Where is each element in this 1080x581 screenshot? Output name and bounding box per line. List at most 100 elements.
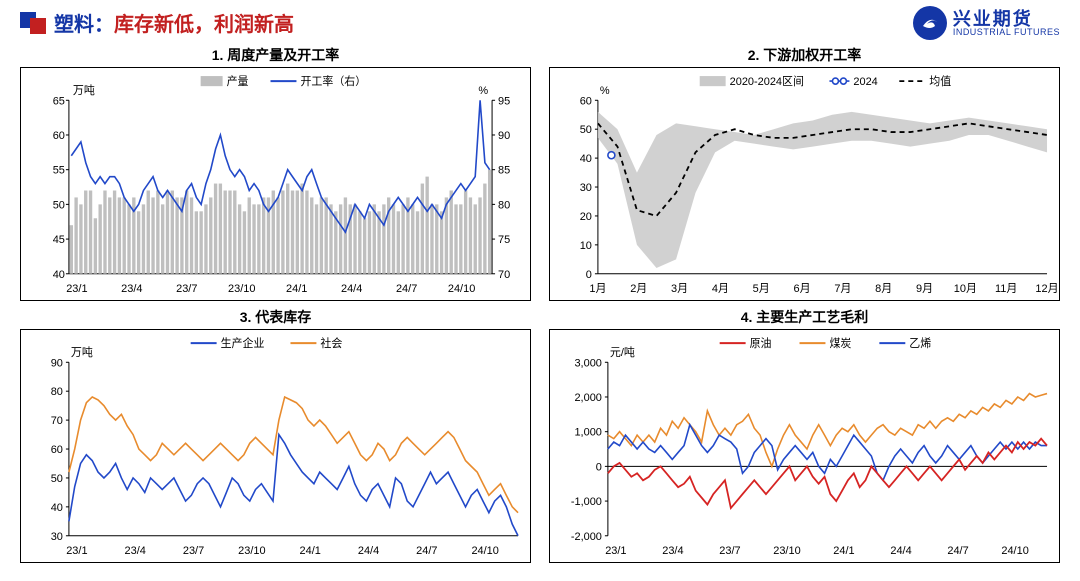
svg-text:90: 90 bbox=[498, 130, 510, 142]
svg-text:23/10: 23/10 bbox=[773, 545, 800, 557]
svg-text:23/1: 23/1 bbox=[66, 283, 87, 295]
chart4-panel: 4. 主要生产工艺毛利 -2,000-1,00001,0002,0003,000… bbox=[549, 307, 1060, 563]
svg-text:%: % bbox=[600, 85, 610, 97]
svg-text:23/1: 23/1 bbox=[605, 545, 626, 557]
svg-text:8月: 8月 bbox=[875, 283, 892, 295]
svg-text:24/10: 24/10 bbox=[471, 545, 498, 557]
svg-text:23/7: 23/7 bbox=[176, 283, 197, 295]
title-prefix: 塑料： bbox=[54, 14, 114, 36]
svg-text:55: 55 bbox=[53, 165, 65, 177]
svg-text:30: 30 bbox=[51, 531, 63, 543]
chart1-box: 404550556065707580859095万吨%23/123/423/72… bbox=[20, 67, 531, 301]
svg-text:2,000: 2,000 bbox=[574, 392, 601, 404]
brand-logo: 兴业期货 INDUSTRIAL FUTURES bbox=[913, 6, 1060, 40]
svg-text:3月: 3月 bbox=[671, 283, 688, 295]
svg-text:24/10: 24/10 bbox=[448, 283, 475, 295]
svg-text:30: 30 bbox=[580, 182, 592, 194]
svg-text:65: 65 bbox=[53, 95, 65, 107]
chart3-panel: 3. 代表库存 30405060708090万吨23/123/423/723/1… bbox=[20, 307, 531, 563]
chart4-box: -2,000-1,00001,0002,0003,000元/吨23/123/42… bbox=[549, 329, 1060, 563]
svg-text:原油: 原油 bbox=[750, 336, 772, 350]
brand-name-cn: 兴业期货 bbox=[953, 10, 1060, 28]
svg-text:24/4: 24/4 bbox=[890, 545, 911, 557]
svg-text:40: 40 bbox=[53, 269, 65, 281]
svg-text:10: 10 bbox=[580, 240, 592, 252]
brand-logo-icon bbox=[913, 6, 947, 40]
svg-text:7月: 7月 bbox=[834, 283, 851, 295]
chart2-title: 2. 下游加权开工率 bbox=[549, 45, 1060, 65]
svg-text:70: 70 bbox=[51, 415, 63, 427]
svg-text:社会: 社会 bbox=[320, 336, 342, 350]
svg-text:煤炭: 煤炭 bbox=[829, 337, 851, 350]
svg-text:40: 40 bbox=[51, 502, 63, 514]
svg-text:24/4: 24/4 bbox=[358, 545, 379, 557]
chart3-title: 3. 代表库存 bbox=[20, 307, 531, 327]
chart2-box: 0 10 20 30 40 50 60% 1月 2月 3月 4月 5月 6月 7月 8月 9月 10月 11月 12… bbox=[549, 67, 1060, 301]
svg-text:70: 70 bbox=[498, 269, 510, 281]
svg-text:产量: 产量 bbox=[227, 74, 249, 88]
svg-text:95: 95 bbox=[498, 95, 510, 107]
svg-text:90: 90 bbox=[51, 357, 63, 369]
svg-text:23/4: 23/4 bbox=[125, 545, 146, 557]
svg-text:23/4: 23/4 bbox=[662, 545, 683, 557]
svg-text:1,000: 1,000 bbox=[574, 427, 601, 439]
chart1-title: 1. 周度产量及开工率 bbox=[20, 45, 531, 65]
svg-text:生产企业: 生产企业 bbox=[221, 336, 265, 350]
chart4-title: 4. 主要生产工艺毛利 bbox=[549, 307, 1060, 327]
svg-text:75: 75 bbox=[498, 234, 510, 246]
svg-text:40: 40 bbox=[580, 153, 592, 165]
svg-text:%: % bbox=[478, 85, 488, 97]
svg-text:6月: 6月 bbox=[794, 283, 811, 295]
chart2-panel: 2. 下游加权开工率 0 10 20 30 40 50 60% 1月 2月 3月 4月 5月 6月 7月 8… bbox=[549, 45, 1060, 301]
svg-text:23/1: 23/1 bbox=[66, 545, 87, 557]
svg-text:60: 60 bbox=[51, 444, 63, 456]
svg-text:12月: 12月 bbox=[1035, 283, 1058, 295]
svg-text:开工率（右）: 开工率（右） bbox=[300, 74, 366, 88]
svg-text:60: 60 bbox=[580, 95, 592, 107]
svg-text:24/1: 24/1 bbox=[833, 545, 854, 557]
svg-text:24/1: 24/1 bbox=[286, 283, 307, 295]
svg-text:23/10: 23/10 bbox=[238, 545, 265, 557]
svg-text:万吨: 万吨 bbox=[71, 346, 93, 359]
chart-grid: 1. 周度产量及开工率 404550556065707580859095万吨%2… bbox=[0, 41, 1080, 571]
svg-text:1月: 1月 bbox=[589, 283, 606, 295]
svg-text:2024: 2024 bbox=[853, 76, 877, 88]
svg-text:-2,000: -2,000 bbox=[571, 531, 602, 543]
title-marker-icon bbox=[20, 12, 46, 34]
svg-text:23/7: 23/7 bbox=[719, 545, 740, 557]
svg-text:45: 45 bbox=[53, 234, 65, 246]
svg-text:80: 80 bbox=[51, 386, 63, 398]
svg-text:24/1: 24/1 bbox=[300, 545, 321, 557]
page-title: 塑料：库存新低，利润新高 bbox=[54, 8, 294, 37]
header: 塑料：库存新低，利润新高 兴业期货 INDUSTRIAL FUTURES bbox=[0, 0, 1080, 41]
svg-text:23/7: 23/7 bbox=[183, 545, 204, 557]
svg-text:85: 85 bbox=[498, 165, 510, 177]
svg-text:24/7: 24/7 bbox=[416, 545, 437, 557]
svg-text:24/10: 24/10 bbox=[1001, 545, 1028, 557]
svg-text:23/4: 23/4 bbox=[121, 283, 142, 295]
title-main: 库存新低，利润新高 bbox=[114, 14, 294, 36]
svg-text:9月: 9月 bbox=[916, 283, 933, 295]
svg-text:0: 0 bbox=[586, 269, 592, 281]
svg-text:20: 20 bbox=[580, 211, 592, 223]
svg-text:2020-2024区间: 2020-2024区间 bbox=[730, 75, 804, 88]
svg-text:60: 60 bbox=[53, 130, 65, 142]
svg-text:24/7: 24/7 bbox=[396, 283, 417, 295]
svg-text:5月: 5月 bbox=[753, 283, 770, 295]
svg-text:-1,000: -1,000 bbox=[571, 496, 602, 508]
svg-text:2月: 2月 bbox=[630, 283, 647, 295]
chart3-box: 30405060708090万吨23/123/423/723/1024/124/… bbox=[20, 329, 531, 563]
svg-text:11月: 11月 bbox=[995, 283, 1017, 295]
brand-name-en: INDUSTRIAL FUTURES bbox=[953, 28, 1060, 37]
svg-text:元/吨: 元/吨 bbox=[610, 346, 635, 359]
svg-text:万吨: 万吨 bbox=[73, 84, 95, 97]
svg-text:24/4: 24/4 bbox=[341, 283, 362, 295]
svg-text:80: 80 bbox=[498, 199, 510, 211]
svg-text:10月: 10月 bbox=[954, 283, 977, 295]
svg-text:3,000: 3,000 bbox=[574, 357, 601, 369]
svg-text:50: 50 bbox=[580, 124, 592, 136]
svg-text:乙烯: 乙烯 bbox=[909, 337, 931, 350]
svg-text:4月: 4月 bbox=[712, 283, 729, 295]
svg-text:均值: 均值 bbox=[929, 75, 951, 88]
svg-text:23/10: 23/10 bbox=[228, 283, 255, 295]
